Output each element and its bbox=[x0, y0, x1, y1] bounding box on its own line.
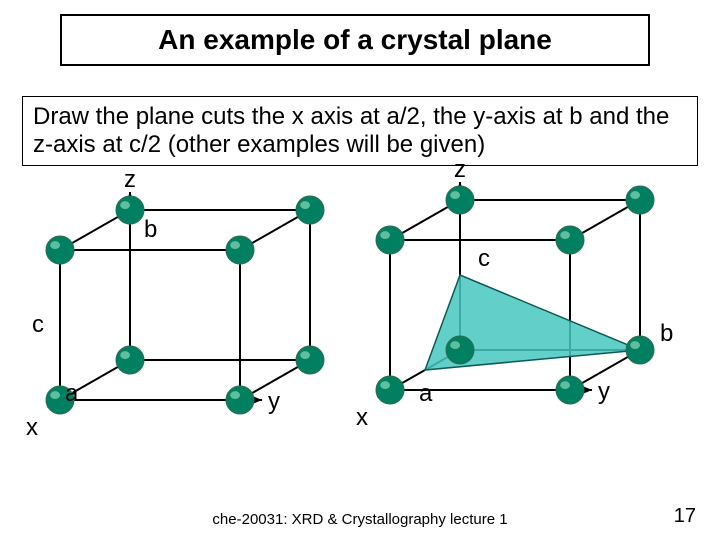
right-axis-x-label: x bbox=[356, 404, 368, 432]
footer-label: che-20031: XRD & Crystallography lecture… bbox=[212, 511, 507, 528]
left-axis-z-label: z bbox=[124, 166, 136, 194]
left-axis-x-label: x bbox=[26, 414, 38, 442]
right-axis-z-label: z bbox=[454, 156, 466, 184]
right-axis-y-label: y bbox=[598, 378, 610, 406]
page-number: 17 bbox=[674, 505, 696, 528]
right-cube-diagram bbox=[340, 180, 710, 490]
slide-title: An example of a crystal plane bbox=[158, 24, 552, 55]
description-text: Draw the plane cuts the x axis at a/2, t… bbox=[33, 103, 669, 158]
footer-text: che-20031: XRD & Crystallography lecture… bbox=[0, 511, 720, 528]
right-edge-b-label: b bbox=[660, 320, 673, 348]
left-edge-b-label: b bbox=[144, 216, 157, 244]
description-box: Draw the plane cuts the x axis at a/2, t… bbox=[22, 96, 698, 166]
left-edge-c-label: c bbox=[32, 311, 44, 339]
right-edge-c-label: c bbox=[478, 245, 490, 273]
right-edge-a-label: a bbox=[419, 380, 432, 408]
left-axis-y-label: y bbox=[268, 388, 280, 416]
title-box: An example of a crystal plane bbox=[60, 14, 650, 66]
left-cube-diagram bbox=[10, 190, 380, 500]
left-edge-a-label: a bbox=[65, 380, 78, 408]
